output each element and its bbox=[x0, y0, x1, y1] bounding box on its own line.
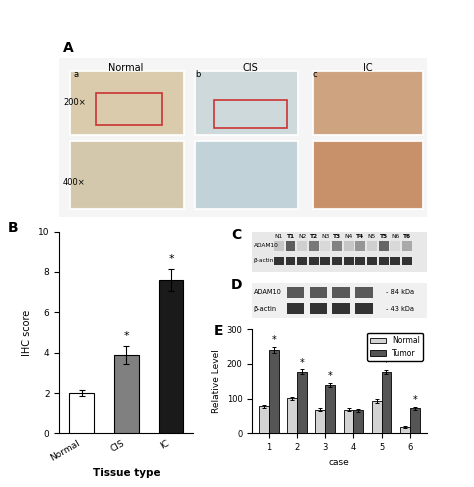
Bar bbox=[356, 241, 365, 251]
Text: β-actin: β-actin bbox=[254, 259, 274, 263]
Bar bbox=[313, 141, 423, 209]
Text: T1: T1 bbox=[286, 234, 294, 239]
Bar bbox=[274, 257, 284, 265]
Text: *: * bbox=[300, 358, 304, 368]
Bar bbox=[114, 355, 139, 433]
Bar bbox=[382, 372, 392, 433]
Bar bbox=[355, 287, 373, 298]
Text: A: A bbox=[63, 41, 73, 55]
Bar bbox=[344, 257, 354, 265]
Text: *: * bbox=[412, 395, 417, 405]
Text: *: * bbox=[328, 371, 333, 381]
Bar bbox=[402, 241, 412, 251]
Bar bbox=[70, 71, 184, 134]
Bar bbox=[400, 427, 410, 433]
Text: N6: N6 bbox=[391, 234, 399, 239]
X-axis label: case: case bbox=[329, 458, 350, 467]
Text: *: * bbox=[168, 254, 174, 264]
Bar bbox=[315, 410, 325, 433]
Text: β-actin: β-actin bbox=[254, 306, 277, 312]
Bar bbox=[332, 241, 342, 251]
Bar bbox=[309, 257, 319, 265]
Text: N4: N4 bbox=[345, 234, 353, 239]
Text: IC: IC bbox=[363, 63, 373, 73]
Text: c: c bbox=[313, 70, 318, 78]
Text: T3: T3 bbox=[333, 234, 341, 239]
Bar bbox=[356, 257, 365, 265]
Text: - 43 kDa: - 43 kDa bbox=[386, 306, 414, 312]
Bar bbox=[70, 141, 184, 209]
Text: D: D bbox=[231, 279, 243, 292]
Bar bbox=[195, 71, 298, 134]
Bar bbox=[310, 287, 327, 298]
Bar bbox=[287, 398, 297, 433]
Bar bbox=[69, 393, 94, 433]
Text: E: E bbox=[214, 324, 223, 338]
Bar bbox=[320, 241, 330, 251]
Bar bbox=[320, 257, 330, 265]
Bar bbox=[355, 303, 373, 314]
Bar bbox=[390, 257, 400, 265]
Bar bbox=[390, 241, 400, 251]
Bar bbox=[367, 241, 377, 251]
Bar bbox=[213, 100, 287, 128]
Text: C: C bbox=[231, 228, 241, 243]
Bar bbox=[332, 257, 342, 265]
Bar bbox=[287, 303, 304, 314]
Text: N3: N3 bbox=[321, 234, 329, 239]
Bar bbox=[354, 411, 363, 433]
Text: CIS: CIS bbox=[242, 63, 258, 73]
Bar bbox=[297, 257, 307, 265]
Text: b: b bbox=[195, 70, 201, 78]
Bar bbox=[325, 385, 335, 433]
Bar bbox=[379, 257, 389, 265]
Bar bbox=[402, 257, 412, 265]
Text: Normal: Normal bbox=[108, 63, 143, 73]
Bar bbox=[287, 287, 304, 298]
Bar bbox=[285, 257, 295, 265]
Bar bbox=[269, 350, 279, 433]
Text: 200×: 200× bbox=[63, 98, 86, 107]
Legend: Normal, Tumor: Normal, Tumor bbox=[367, 333, 423, 361]
Text: - 84 kDa: - 84 kDa bbox=[386, 289, 415, 295]
Bar bbox=[379, 241, 389, 251]
Bar bbox=[297, 241, 307, 251]
Bar bbox=[96, 94, 162, 125]
Text: ADAM10: ADAM10 bbox=[254, 289, 282, 295]
Bar bbox=[195, 141, 298, 209]
Bar bbox=[372, 401, 382, 433]
Bar bbox=[332, 303, 350, 314]
Bar bbox=[332, 287, 350, 298]
Text: N2: N2 bbox=[298, 234, 306, 239]
Bar bbox=[410, 409, 419, 433]
Y-axis label: Relative Level: Relative Level bbox=[212, 349, 221, 413]
Bar bbox=[274, 241, 284, 251]
Text: ADAM10: ADAM10 bbox=[254, 244, 279, 248]
Text: *: * bbox=[272, 336, 276, 345]
Bar bbox=[367, 257, 377, 265]
Text: T4: T4 bbox=[356, 234, 365, 239]
Bar bbox=[344, 410, 354, 433]
Text: B: B bbox=[8, 222, 19, 235]
Bar bbox=[344, 241, 354, 251]
X-axis label: Tissue type: Tissue type bbox=[92, 468, 160, 478]
Bar bbox=[159, 280, 183, 433]
Text: N5: N5 bbox=[368, 234, 376, 239]
Bar bbox=[297, 372, 307, 433]
Text: T2: T2 bbox=[310, 234, 318, 239]
Text: N1: N1 bbox=[275, 234, 283, 239]
Text: a: a bbox=[74, 70, 79, 78]
Text: 400×: 400× bbox=[63, 178, 86, 187]
Text: T6: T6 bbox=[403, 234, 411, 239]
Bar bbox=[313, 71, 423, 134]
Bar bbox=[259, 406, 269, 433]
Text: *: * bbox=[384, 358, 389, 368]
Text: *: * bbox=[124, 331, 129, 341]
Bar bbox=[285, 241, 295, 251]
Bar bbox=[309, 241, 319, 251]
Text: T5: T5 bbox=[380, 234, 388, 239]
Y-axis label: IHC score: IHC score bbox=[22, 309, 33, 356]
Bar bbox=[310, 303, 327, 314]
